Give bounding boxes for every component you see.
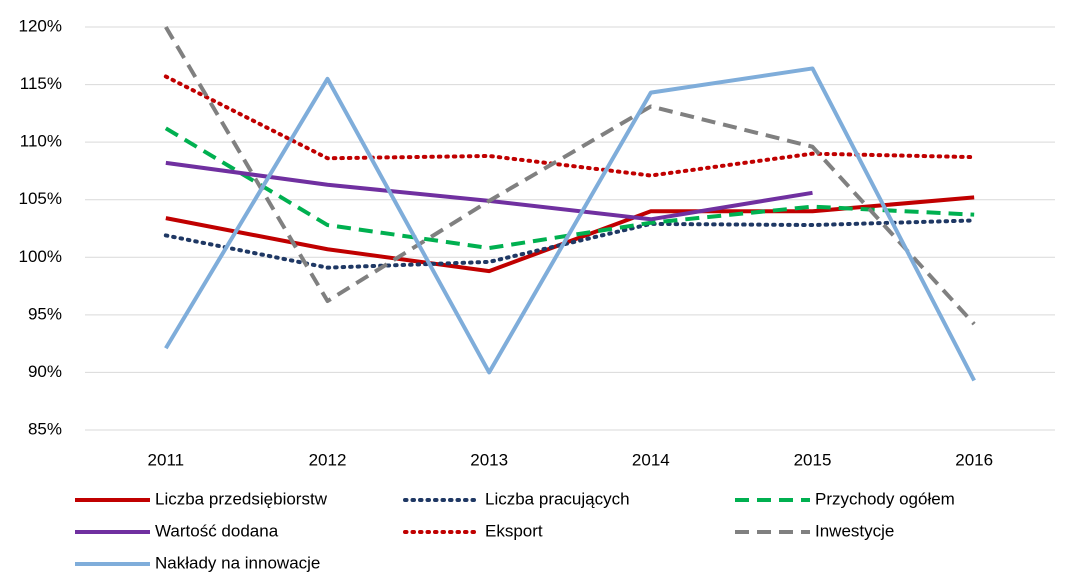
series-line xyxy=(164,126,975,251)
y-tick-label: 85% xyxy=(28,419,62,438)
x-tick-label: 2016 xyxy=(955,450,993,469)
y-tick-label: 95% xyxy=(28,304,62,323)
x-tick-label: 2014 xyxy=(632,450,670,469)
series-line xyxy=(163,218,977,270)
series-line xyxy=(164,66,976,382)
legend-label: Nakłady na innowacje xyxy=(155,553,320,572)
legend-label: Inwestycje xyxy=(815,521,894,540)
y-tick-label: 100% xyxy=(19,247,62,266)
legend-label: Liczba przedsiębiorstw xyxy=(155,489,328,508)
y-tick-label: 120% xyxy=(19,16,62,35)
legend-label: Przychody ogółem xyxy=(815,489,955,508)
y-tick-label: 115% xyxy=(20,74,62,93)
x-tick-label: 2013 xyxy=(470,450,508,469)
y-tick-label: 90% xyxy=(28,362,62,381)
y-tick-label: 110% xyxy=(20,132,62,151)
legend-label: Liczba pracujących xyxy=(485,489,630,508)
legend-label: Eksport xyxy=(485,521,543,540)
x-tick-label: 2015 xyxy=(794,450,832,469)
x-tick-label: 2012 xyxy=(309,450,347,469)
legend-label: Wartość dodana xyxy=(155,521,279,540)
y-tick-label: 105% xyxy=(19,189,62,208)
x-tick-label: 2011 xyxy=(148,450,185,469)
series-line xyxy=(164,25,976,326)
series-line xyxy=(163,74,977,178)
